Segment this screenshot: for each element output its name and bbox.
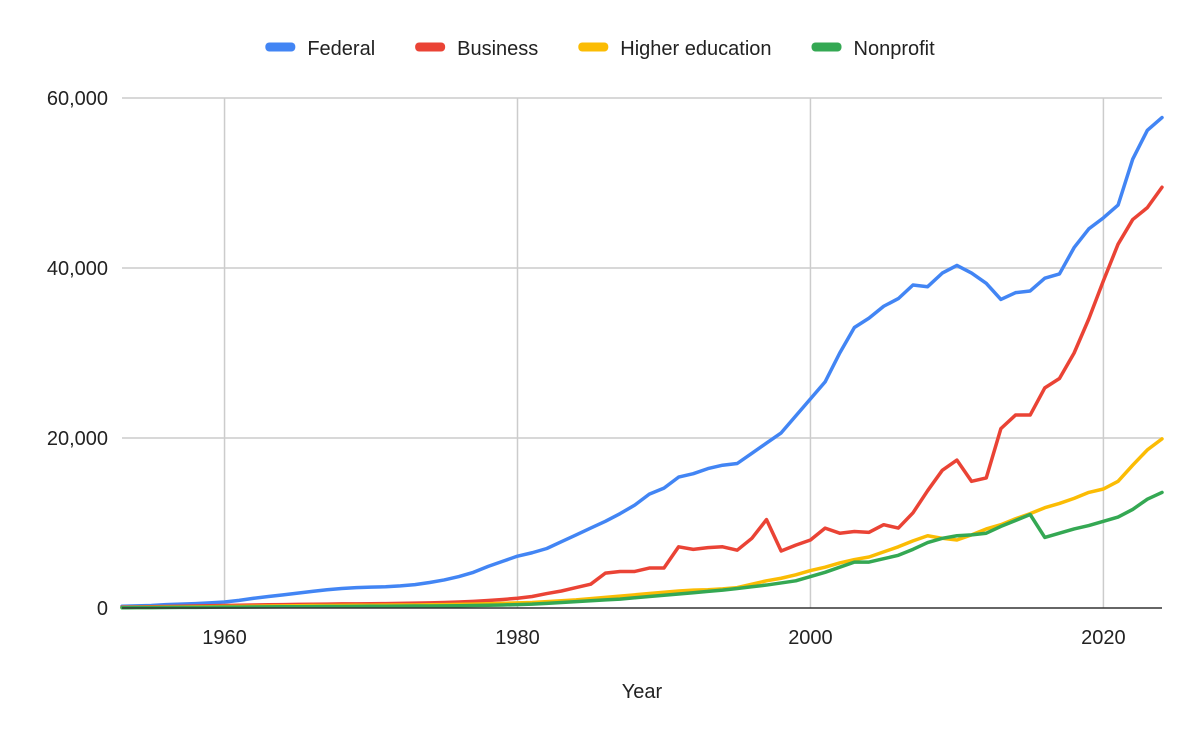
x-tick-label: 2000 <box>788 627 833 649</box>
y-tick-label: 60,000 <box>47 88 108 110</box>
series-line-federal <box>120 115 1164 609</box>
legend-swatch <box>578 42 609 52</box>
legend-label: Nonprofit <box>854 38 936 60</box>
legend-label: Higher education <box>620 38 771 60</box>
y-tick-label: 0 <box>97 598 108 620</box>
legend-label: Federal <box>307 38 375 60</box>
legend-swatch <box>811 42 842 52</box>
legend-swatch <box>265 42 296 52</box>
legend-item-business[interactable]: Business <box>415 38 538 60</box>
y-tick-label: 20,000 <box>47 428 108 450</box>
legend-item-nonprofit[interactable]: Nonprofit <box>811 38 936 60</box>
axes: 0 20,000 40,000 60,000 1960 1980 2000 2020 <box>47 88 1162 649</box>
legend-swatch <box>415 42 446 52</box>
legend: Federal Business Higher education Nonprofit <box>265 38 935 60</box>
y-tick-label: 40,000 <box>47 258 108 280</box>
grid-lines <box>122 97 1162 608</box>
legend-item-federal[interactable]: Federal <box>265 38 375 60</box>
series-line-nonprofit <box>120 490 1164 610</box>
series-line-business <box>120 185 1164 609</box>
legend-label: Business <box>457 38 538 60</box>
legend-item-higher-education[interactable]: Higher education <box>578 38 772 60</box>
series-layer <box>120 115 1164 610</box>
x-tick-label: 1980 <box>495 627 540 649</box>
x-tick-label: 2020 <box>1081 627 1126 649</box>
x-axis-title: Year <box>622 681 663 703</box>
x-tick-label: 1960 <box>202 627 247 649</box>
